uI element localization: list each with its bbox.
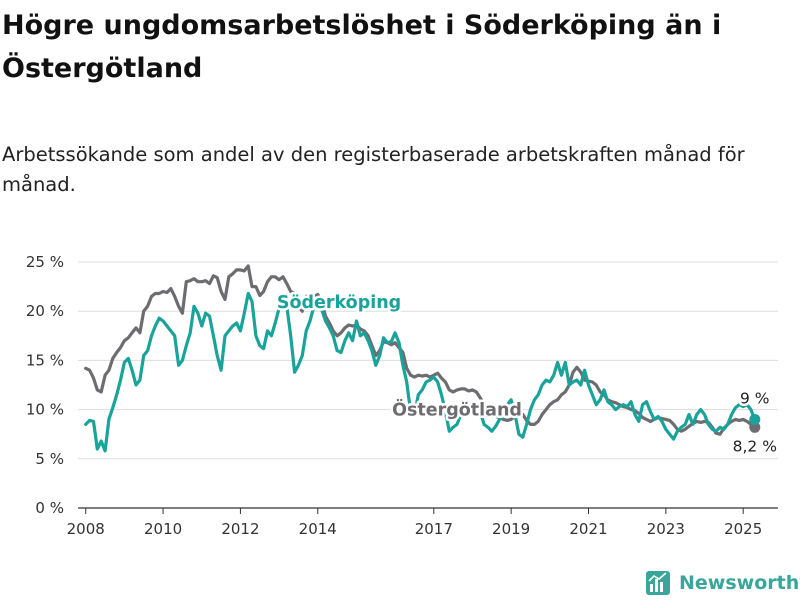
x-tick-label: 2010 — [144, 520, 182, 538]
chart-title: Högre ungdomsarbetslöshet i Söderköping … — [2, 10, 722, 84]
series-lines — [84, 264, 757, 453]
newsworthy-logo[interactable]: Newsworthy — [645, 568, 800, 598]
series-label-soderkoping: Söderköping — [277, 293, 401, 313]
y-tick-label: 10 % — [26, 401, 64, 419]
y-tick-label: 15 % — [26, 351, 64, 369]
y-tick-labels: 0 % 5 % 10 % 15 % 20 % 25 % — [26, 253, 64, 517]
x-tick-label: 2019 — [492, 520, 530, 538]
series-label-ostergotland-halo: Östergötland — [392, 399, 522, 421]
series-label-soderkoping-halo: Söderköping — [277, 293, 401, 313]
x-tick-label: 2017 — [415, 520, 453, 538]
series-line-soderkoping — [84, 291, 757, 453]
end-label-soderkoping-halo: 9 % — [740, 389, 770, 407]
x-tick-label: 2021 — [569, 520, 607, 538]
line-chart: 0 %5 %10 %15 %20 %25 % 2008 2010 2012 2014 2… — [26, 253, 780, 538]
newsworthy-logo-icon — [646, 571, 670, 595]
x-tick-label: 2025 — [724, 520, 762, 538]
end-label-ostergotland-halo: 8,2 % — [733, 437, 777, 455]
end-label-ostergotland-group: 8,2 %8,2 % — [730, 435, 779, 458]
x-tick-label: 2014 — [299, 520, 337, 538]
newsworthy-logo-text: Newsworthy — [679, 572, 800, 594]
x-tick-label: 2008 — [67, 520, 105, 538]
end-marker-soderkoping — [749, 413, 761, 425]
end-label-soderkoping: 9 % — [740, 389, 770, 407]
end-label-ostergotland: 8,2 % — [733, 437, 777, 455]
y-tick-label: 20 % — [26, 302, 64, 320]
chart-subtitle: Arbetssökande som andel av den registerb… — [2, 143, 745, 196]
x-axis: 2008 2010 2012 2014 2017 2019 2021 2023 2025 — [67, 507, 778, 538]
y-tick-label: 25 % — [26, 253, 64, 271]
end-markers — [749, 413, 761, 433]
x-tick-label: 2012 — [221, 520, 259, 538]
y-tick-label: 5 % — [35, 450, 64, 468]
end-label-soderkoping-group: 9 %9 % — [738, 387, 773, 410]
y-tick-label: 0 % — [35, 499, 64, 517]
end-marker-ostergotland — [749, 421, 761, 433]
series-line-ostergotland — [84, 264, 757, 436]
series-label-ostergotland: Östergötland — [392, 399, 522, 421]
x-tick-label: 2023 — [647, 520, 685, 538]
